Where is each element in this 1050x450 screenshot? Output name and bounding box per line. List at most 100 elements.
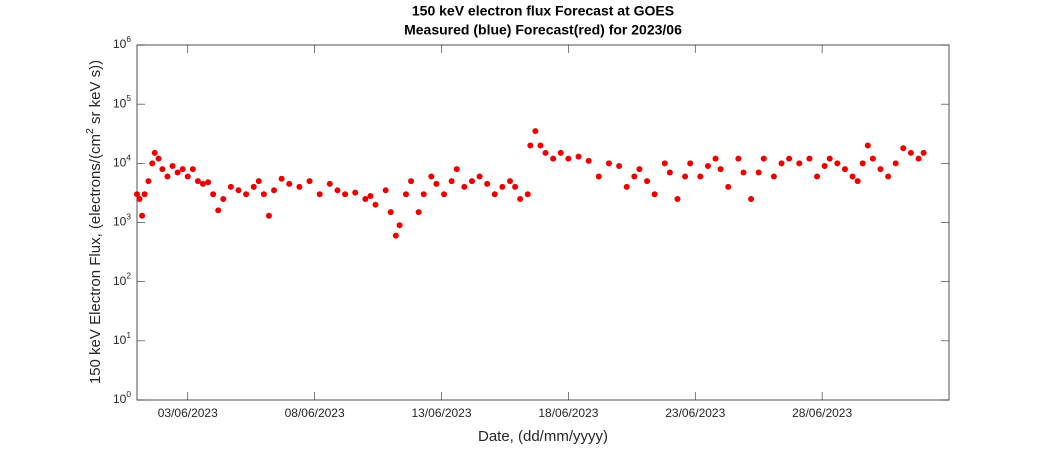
data-point [250, 183, 257, 190]
data-point [227, 183, 234, 190]
data-point [623, 183, 630, 190]
data-point [179, 166, 186, 173]
data-point [760, 155, 767, 162]
data-point [725, 183, 732, 190]
data-point [674, 195, 681, 202]
data-point [786, 155, 793, 162]
data-point [900, 145, 907, 152]
data-point [265, 212, 272, 219]
data-point [575, 153, 582, 160]
data-point [441, 191, 448, 198]
data-point [255, 178, 262, 185]
data-point [565, 155, 572, 162]
data-point [136, 195, 143, 202]
data-point [428, 173, 435, 180]
data-point [433, 180, 440, 187]
data-point [408, 178, 415, 185]
data-point [476, 173, 483, 180]
data-point [748, 195, 755, 202]
data-point [159, 166, 166, 173]
data-point [841, 166, 848, 173]
data-point [631, 173, 638, 180]
data-point [184, 173, 191, 180]
data-point [334, 187, 341, 194]
data-point [362, 195, 369, 202]
data-point [644, 178, 651, 185]
data-point [885, 173, 892, 180]
data-point [448, 178, 455, 185]
data-point [814, 173, 821, 180]
data-point [854, 178, 861, 185]
data-point [605, 160, 612, 167]
data-point [382, 187, 389, 194]
data-point [278, 175, 285, 182]
data-point [141, 191, 148, 198]
data-point [537, 142, 544, 149]
data-point [778, 160, 785, 167]
data-point [387, 209, 394, 216]
data-point [915, 155, 922, 162]
data-point [666, 169, 673, 176]
data-point [661, 160, 668, 167]
data-point [235, 187, 242, 194]
data-point [164, 173, 171, 180]
data-point [189, 166, 196, 173]
data-point [271, 187, 278, 194]
data-point [697, 173, 704, 180]
data-point [712, 155, 719, 162]
data-point [151, 149, 158, 156]
data-point [859, 160, 866, 167]
data-point [735, 155, 742, 162]
data-point [877, 166, 884, 173]
data-point [717, 166, 724, 173]
data-point [392, 232, 399, 239]
x-tick-label: 08/06/2023 [285, 406, 345, 420]
x-tick-label: 13/06/2023 [411, 406, 471, 420]
data-point [849, 173, 856, 180]
data-point [316, 191, 323, 198]
data-point [468, 178, 475, 185]
data-point [342, 191, 349, 198]
data-point [892, 160, 899, 167]
data-point [326, 180, 333, 187]
x-tick-label: 03/06/2023 [158, 406, 218, 420]
data-point [169, 163, 176, 170]
data-point [755, 169, 762, 176]
data-point [682, 173, 689, 180]
data-point [145, 178, 152, 185]
data-point [402, 191, 409, 198]
data-point [636, 166, 643, 173]
data-point [585, 157, 592, 164]
x-tick-label: 18/06/2023 [538, 406, 598, 420]
data-point [415, 209, 422, 216]
data-point [542, 149, 549, 156]
data-point [243, 191, 250, 198]
data-point [704, 163, 711, 170]
data-point [155, 155, 162, 162]
data-point [420, 191, 427, 198]
data-point [499, 183, 506, 190]
y-axis-label: 150 keV Electron Flux, (electrons/(cm2 s… [84, 60, 104, 384]
data-point [306, 178, 313, 185]
data-point [532, 128, 539, 135]
data-point [199, 180, 206, 187]
data-point [352, 189, 359, 196]
data-point [595, 173, 602, 180]
data-point [286, 180, 293, 187]
data-point [907, 149, 914, 156]
data-point [215, 207, 222, 214]
x-tick-label: 28/06/2023 [792, 406, 852, 420]
data-point [174, 169, 181, 176]
data-point [260, 191, 267, 198]
data-point [616, 163, 623, 170]
data-point [834, 160, 841, 167]
data-point [864, 142, 871, 149]
data-point [524, 191, 531, 198]
x-tick-label: 23/06/2023 [665, 406, 725, 420]
data-point [210, 191, 217, 198]
data-point [453, 166, 460, 173]
data-point [396, 222, 403, 229]
data-point [139, 212, 146, 219]
chart-subtitle: Measured (blue) Forecast(red) for 2023/0… [404, 22, 682, 38]
